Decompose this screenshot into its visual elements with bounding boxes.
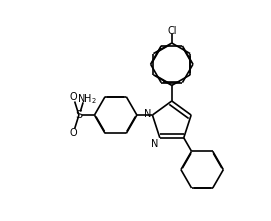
Text: S: S xyxy=(75,110,82,120)
Text: NH$_2$: NH$_2$ xyxy=(78,93,97,106)
Text: N: N xyxy=(144,109,151,119)
Text: O: O xyxy=(69,92,77,102)
Text: O: O xyxy=(69,128,77,138)
Text: Cl: Cl xyxy=(167,26,176,36)
Text: N: N xyxy=(151,139,159,149)
